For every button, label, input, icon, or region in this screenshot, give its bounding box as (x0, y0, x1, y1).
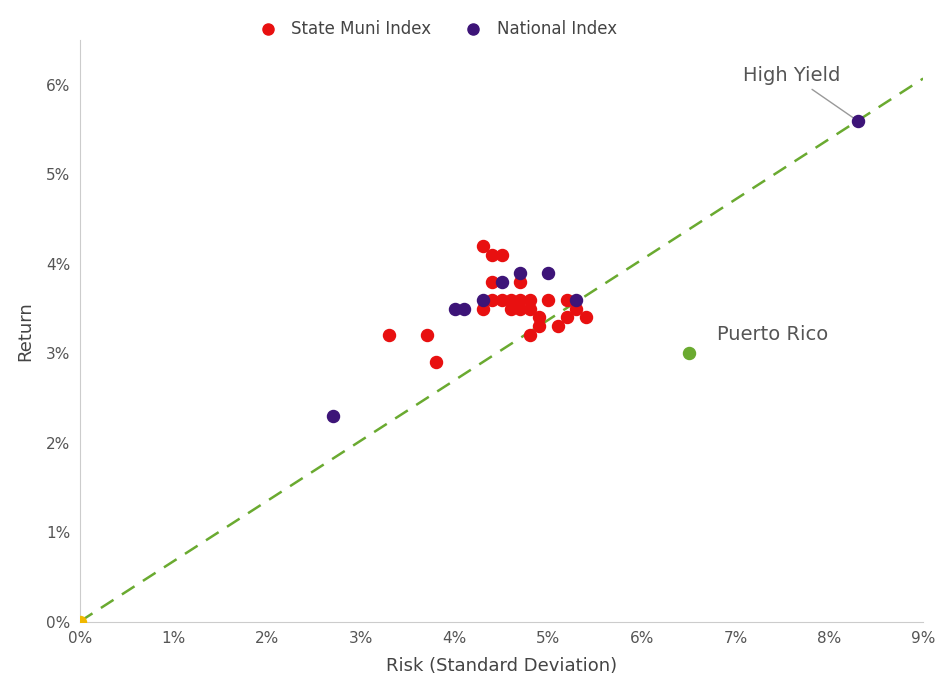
Point (326, 410, 341, 421)
Point (419, 330, 434, 341)
Point (504, 294, 519, 305)
Point (560, 312, 575, 323)
Point (428, 356, 444, 367)
Point (682, 347, 697, 358)
Point (494, 294, 509, 305)
Point (494, 276, 509, 287)
Point (485, 294, 500, 305)
Point (522, 330, 537, 341)
Point (504, 303, 519, 314)
Text: Puerto Rico: Puerto Rico (717, 325, 828, 345)
Point (550, 321, 565, 332)
Point (475, 303, 490, 314)
Point (456, 303, 471, 314)
Point (475, 240, 490, 251)
Point (531, 312, 546, 323)
Text: High Yield: High Yield (744, 66, 855, 119)
Y-axis label: Return: Return (17, 301, 34, 361)
Point (512, 276, 527, 287)
Point (72, 616, 88, 627)
Point (512, 294, 527, 305)
Point (578, 312, 593, 323)
Point (382, 330, 397, 341)
X-axis label: Risk (Standard Deviation): Risk (Standard Deviation) (386, 657, 617, 675)
Point (494, 249, 509, 260)
Point (541, 294, 556, 305)
Point (447, 303, 463, 314)
Point (512, 303, 527, 314)
Point (569, 294, 585, 305)
Point (475, 294, 490, 305)
Point (531, 321, 546, 332)
Legend: State Muni Index, National Index: State Muni Index, National Index (245, 14, 624, 45)
Point (485, 249, 500, 260)
Point (512, 267, 527, 278)
Point (850, 116, 865, 127)
Point (541, 267, 556, 278)
Point (485, 276, 500, 287)
Point (522, 294, 537, 305)
Point (522, 303, 537, 314)
Point (569, 303, 585, 314)
Point (560, 294, 575, 305)
